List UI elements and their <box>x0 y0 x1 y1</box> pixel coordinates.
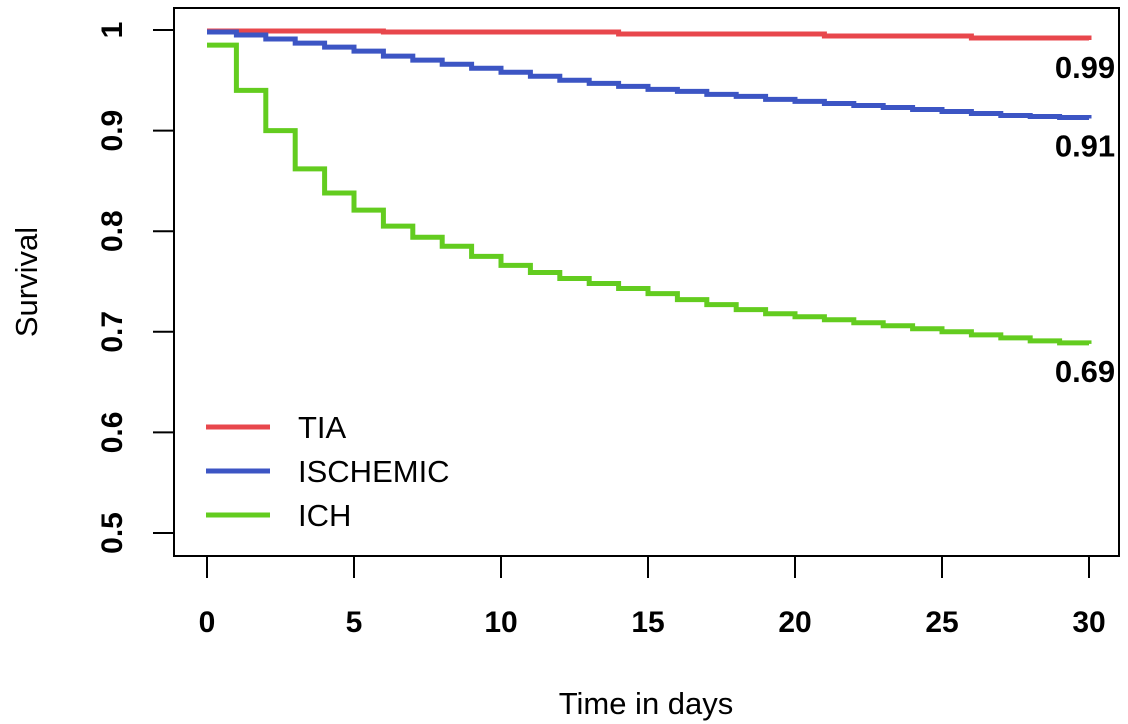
series-line-tia <box>207 28 1092 41</box>
x-tick-label: 20 <box>778 606 811 639</box>
y-tick-label: 0.8 <box>96 210 129 252</box>
end-labels: 0.99 0.91 0.69 <box>1055 50 1115 389</box>
end-label-ich: 0.69 <box>1055 354 1115 389</box>
x-tick-label: 0 <box>199 606 216 639</box>
x-tick-label: 30 <box>1072 606 1105 639</box>
y-tick-label: 1 <box>96 22 129 39</box>
series-layer <box>207 28 1092 346</box>
legend-label-tia: TIA <box>298 410 347 445</box>
y-tick-label: 0.6 <box>96 412 129 454</box>
x-tick-label: 10 <box>484 606 517 639</box>
y-axis-title: Survival <box>9 227 44 337</box>
series-line-ischemic <box>207 29 1092 121</box>
x-tick-label: 15 <box>631 606 664 639</box>
y-tick-label: 0.7 <box>96 311 129 353</box>
x-tick-label: 25 <box>925 606 958 639</box>
y-axis: 0.5 0.6 0.7 0.8 0.9 1 <box>96 22 175 554</box>
end-label-ischemic: 0.91 <box>1055 129 1115 164</box>
x-axis: 0 5 10 15 20 25 30 <box>199 555 1106 639</box>
end-label-tia: 0.99 <box>1055 50 1115 85</box>
x-tick-label: 5 <box>346 606 363 639</box>
y-tick-label: 0.5 <box>96 512 129 554</box>
legend: TIA ISCHEMIC ICH <box>206 410 450 533</box>
x-axis-title: Time in days <box>559 686 734 721</box>
legend-label-ischemic: ISCHEMIC <box>298 454 450 489</box>
legend-label-ich: ICH <box>298 498 351 533</box>
y-tick-label: 0.9 <box>96 110 129 152</box>
series-line-ich <box>207 42 1092 346</box>
